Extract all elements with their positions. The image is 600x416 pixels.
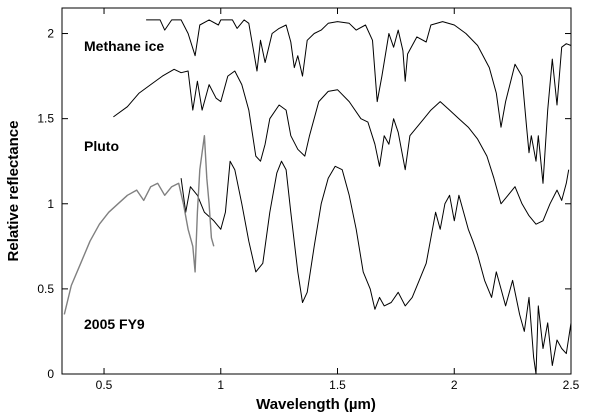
x-tick-label: 1.5 — [329, 378, 346, 392]
series-line-methane-ice — [146, 19, 572, 184]
x-tick-label: 0.5 — [96, 378, 113, 392]
y-axis-title: Relative reflectance — [5, 121, 22, 262]
y-tick-label: 1.5 — [37, 112, 54, 126]
x-axis-ticks: 0.5 1 1.5 2 2.5 — [96, 8, 580, 392]
label-pluto: Pluto — [84, 138, 119, 154]
label-2005-fy9: 2005 FY9 — [84, 316, 145, 332]
series-line-pluto — [113, 68, 570, 225]
x-tick-label: 2 — [451, 378, 458, 392]
series-line-2005-fy9 — [180, 160, 572, 375]
x-tick-label: 1 — [217, 378, 224, 392]
series-line-2005-fy9-visible- — [63, 135, 215, 315]
y-tick-label: 0 — [47, 367, 54, 381]
y-tick-label: 0.5 — [37, 282, 54, 296]
x-tick-label: 2.5 — [563, 378, 580, 392]
y-tick-label: 1 — [47, 197, 54, 211]
y-axis-ticks: 0 0.5 1 1.5 2 — [37, 27, 571, 381]
plot-frame — [61, 7, 572, 375]
x-axis-title: Wavelength (µm) — [256, 396, 376, 413]
y-tick-label: 2 — [47, 27, 54, 41]
label-methane-ice: Methane ice — [84, 38, 164, 54]
series-layer — [63, 19, 572, 375]
